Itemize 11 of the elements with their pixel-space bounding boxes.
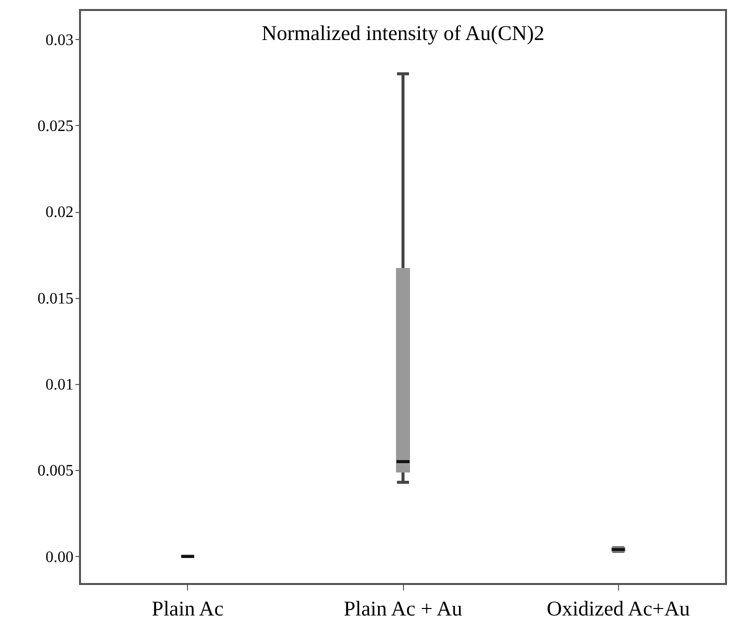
text: Normalized intensity of Au(CN)2 [262, 21, 544, 45]
y-tick-label: 0.015 [38, 290, 74, 308]
x-tick-label: Oxidized Ac+Au [546, 596, 690, 620]
x-tick-label: Plain Ac [152, 596, 224, 620]
y-tick-label: 0.03 [46, 32, 74, 49]
x-tick-label: Plain Ac + Au [344, 596, 463, 620]
y-tick-label: 0.005 [38, 462, 74, 480]
y-tick-label: 0.02 [46, 204, 74, 222]
y-tick-label: 0.00 [46, 548, 74, 566]
y-tick-label: 0.01 [46, 376, 74, 394]
y-tick-label: 0.025 [38, 118, 74, 135]
